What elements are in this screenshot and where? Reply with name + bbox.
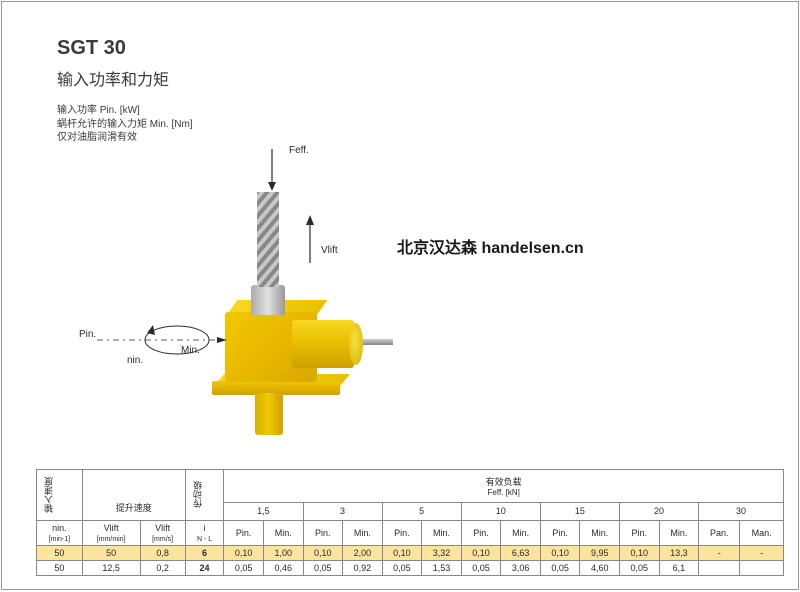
- load-col: 30: [699, 502, 784, 520]
- table-cell: 1,00: [263, 546, 303, 561]
- table-cell: 0,05: [461, 561, 501, 576]
- table-row: 50500,860,101,000,102,000,103,320,106,63…: [37, 546, 784, 561]
- load-col: 10: [461, 502, 540, 520]
- screw-jack-diagram: Feff. Vlift Pin. nin. Min.: [97, 137, 407, 437]
- table-cell: [740, 561, 784, 576]
- table-cell: 6,63: [501, 546, 541, 561]
- table-cell: 9,95: [580, 546, 620, 561]
- unit-cell: Vlift[mm/min]: [82, 521, 140, 546]
- table-cell: 0,2: [140, 561, 185, 576]
- page-subtitle: 输入功率和力矩: [57, 66, 758, 90]
- unit-cell: Min.: [501, 521, 541, 546]
- vlift-label: Vlift: [321, 245, 338, 256]
- table-cell: [699, 561, 740, 576]
- table-cell: 0,8: [140, 546, 185, 561]
- table-cell: 0,10: [303, 546, 343, 561]
- table-cell: 50: [37, 561, 83, 576]
- load-col: 3: [303, 502, 382, 520]
- unit-cell: Pin.: [224, 521, 264, 546]
- unit-cell: Man.: [740, 521, 784, 546]
- table-cell: 24: [185, 561, 224, 576]
- col-input-speed: 输入速度: [37, 470, 83, 521]
- min-label: Min.: [181, 345, 200, 356]
- unit-cell: Pin.: [461, 521, 501, 546]
- data-table: 输入速度 提升速度 传动级 有效负载 Feff. [kN] 1,5 3 5 10…: [36, 469, 784, 576]
- load-col: 5: [382, 502, 461, 520]
- table-cell: 6,1: [659, 561, 699, 576]
- pin-label: Pin.: [79, 329, 96, 340]
- unit-cell: Pin.: [620, 521, 660, 546]
- table-cell: 6: [185, 546, 224, 561]
- table-row: 5012,50,2240,050,460,050,920,051,530,053…: [37, 561, 784, 576]
- load-col: 20: [620, 502, 699, 520]
- unit-cell: Vlift[mm/s]: [140, 521, 185, 546]
- unit-cell: Pan.: [699, 521, 740, 546]
- unit-cell: iN - L: [185, 521, 224, 546]
- table-cell: 0,10: [224, 546, 264, 561]
- table-cell: 50: [82, 546, 140, 561]
- unit-cell: Min.: [659, 521, 699, 546]
- col-effective-load: 有效负载 Feff. [kN]: [224, 470, 784, 503]
- table-cell: 4,60: [580, 561, 620, 576]
- table-cell: 0,10: [461, 546, 501, 561]
- unit-cell: Min.: [422, 521, 462, 546]
- unit-cell: Pin.: [382, 521, 422, 546]
- table-cell: -: [740, 546, 784, 561]
- unit-cell: Min.: [580, 521, 620, 546]
- table-cell: 0,05: [382, 561, 422, 576]
- force-arrow-down-icon: [265, 149, 279, 191]
- col-lift-speed: 提升速度: [82, 470, 185, 521]
- page-title: SGT 30: [57, 37, 758, 60]
- unit-cell: nin.[min-1]: [37, 521, 83, 546]
- table-cell: 12,5: [82, 561, 140, 576]
- table-cell: 0,10: [540, 546, 580, 561]
- table-cell: 0,10: [620, 546, 660, 561]
- unit-cell: Pin.: [540, 521, 580, 546]
- data-table-container: 输入速度 提升速度 传动级 有效负载 Feff. [kN] 1,5 3 5 10…: [36, 469, 784, 576]
- load-col: 1,5: [224, 502, 303, 520]
- table-cell: 1,53: [422, 561, 462, 576]
- load-col: 15: [540, 502, 619, 520]
- table-cell: 13,3: [659, 546, 699, 561]
- note-line: 输入功率 Pin. [kW]: [57, 104, 758, 118]
- table-cell: -: [699, 546, 740, 561]
- col-transmission: 传动级: [185, 470, 224, 521]
- table-cell: 2,00: [343, 546, 383, 561]
- unit-cell: Min.: [263, 521, 303, 546]
- unit-cell: Min.: [343, 521, 383, 546]
- watermark-text: 北京汉达森 handelsen.cn: [397, 234, 584, 258]
- table-cell: 0,05: [620, 561, 660, 576]
- table-cell: 0,05: [303, 561, 343, 576]
- table-cell: 0,05: [224, 561, 264, 576]
- table-cell: 0,05: [540, 561, 580, 576]
- table-cell: 0,46: [263, 561, 303, 576]
- table-cell: 3,06: [501, 561, 541, 576]
- note-line: 蜗杆允许的输入力矩 Min. [Nm]: [57, 118, 758, 132]
- units-row: nin.[min-1] Vlift[mm/min] Vlift[mm/s] iN…: [37, 521, 784, 546]
- vlift-arrow-up-icon: [303, 215, 317, 263]
- table-cell: 0,92: [343, 561, 383, 576]
- unit-cell: Pin.: [303, 521, 343, 546]
- pin-arrow-icon: [97, 335, 227, 345]
- nin-label: nin.: [127, 355, 143, 366]
- table-cell: 0,10: [382, 546, 422, 561]
- table-cell: 3,32: [422, 546, 462, 561]
- f-eff-label: Feff.: [289, 145, 309, 156]
- table-cell: 50: [37, 546, 83, 561]
